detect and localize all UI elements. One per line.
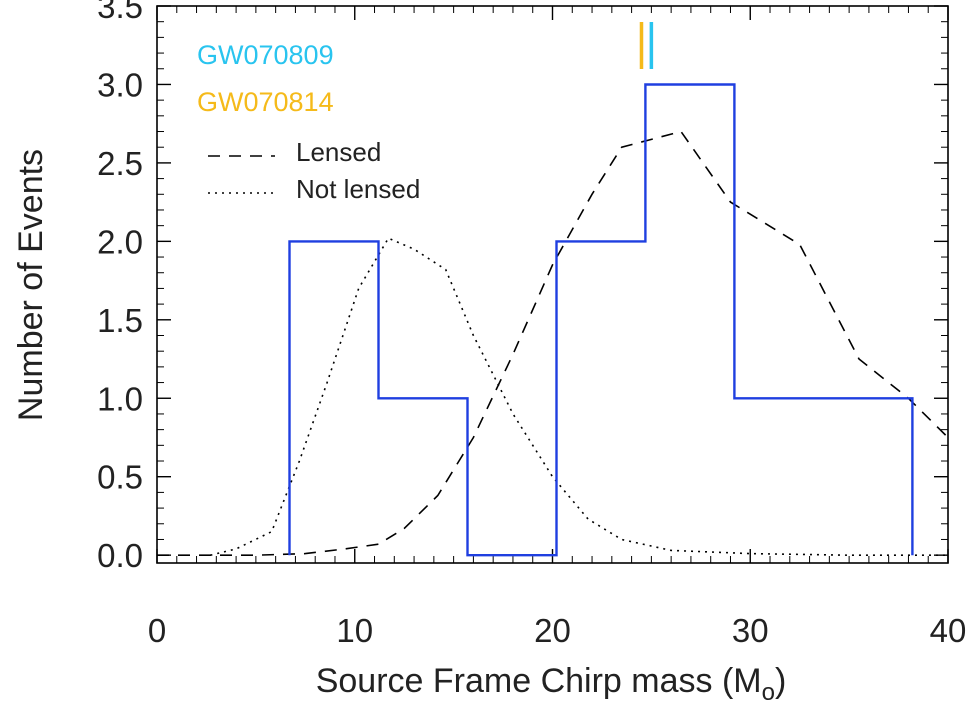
lensed-curve	[157, 130, 949, 557]
y-tick-label: 1.5	[97, 302, 143, 339]
gw070809-label: GW070809	[197, 40, 334, 70]
y-tick-label: 0.5	[97, 459, 143, 496]
gw070814-label: GW070814	[197, 87, 334, 117]
y-tick-label: 3.0	[97, 66, 143, 103]
legend: GW070809 GW070814 Lensed Not lensed	[197, 40, 420, 204]
plot-frame	[156, 5, 949, 564]
y-tick-label: 1.0	[97, 380, 143, 417]
histogram-bar	[378, 398, 467, 555]
axis-ticks	[156, 5, 949, 563]
histogram-bar	[645, 84, 734, 555]
x-tick-label: 30	[732, 612, 769, 649]
y-axis-title: Number of Events	[12, 149, 50, 421]
not-lensed-legend-label: Not lensed	[296, 174, 420, 204]
histogram-outline	[288, 83, 914, 557]
y-tick-label: 0.0	[97, 537, 143, 574]
y-tick-label: 2.0	[97, 223, 143, 260]
x-tick-label: 0	[148, 612, 166, 649]
lensed-legend-label: Lensed	[296, 137, 381, 167]
histogram-bar	[289, 241, 378, 555]
x-tick-label: 10	[336, 612, 373, 649]
y-tick-label: 3.5	[97, 0, 143, 25]
histogram-bar	[556, 241, 645, 555]
plot-marks	[157, 22, 949, 557]
not-lensed-curve	[210, 237, 948, 557]
y-tick-label: 2.5	[97, 145, 143, 182]
x-tick-label: 20	[534, 612, 571, 649]
tick-labels: 0 10 20 30 40 0.0 0.5 1.0 1.5 2.0 2.5 3.0 3.5	[97, 0, 966, 649]
x-tick-label: 40	[930, 612, 967, 649]
x-axis-title: Source Frame Chirp mass (Mo)	[316, 662, 787, 706]
histogram-bar	[734, 398, 912, 555]
